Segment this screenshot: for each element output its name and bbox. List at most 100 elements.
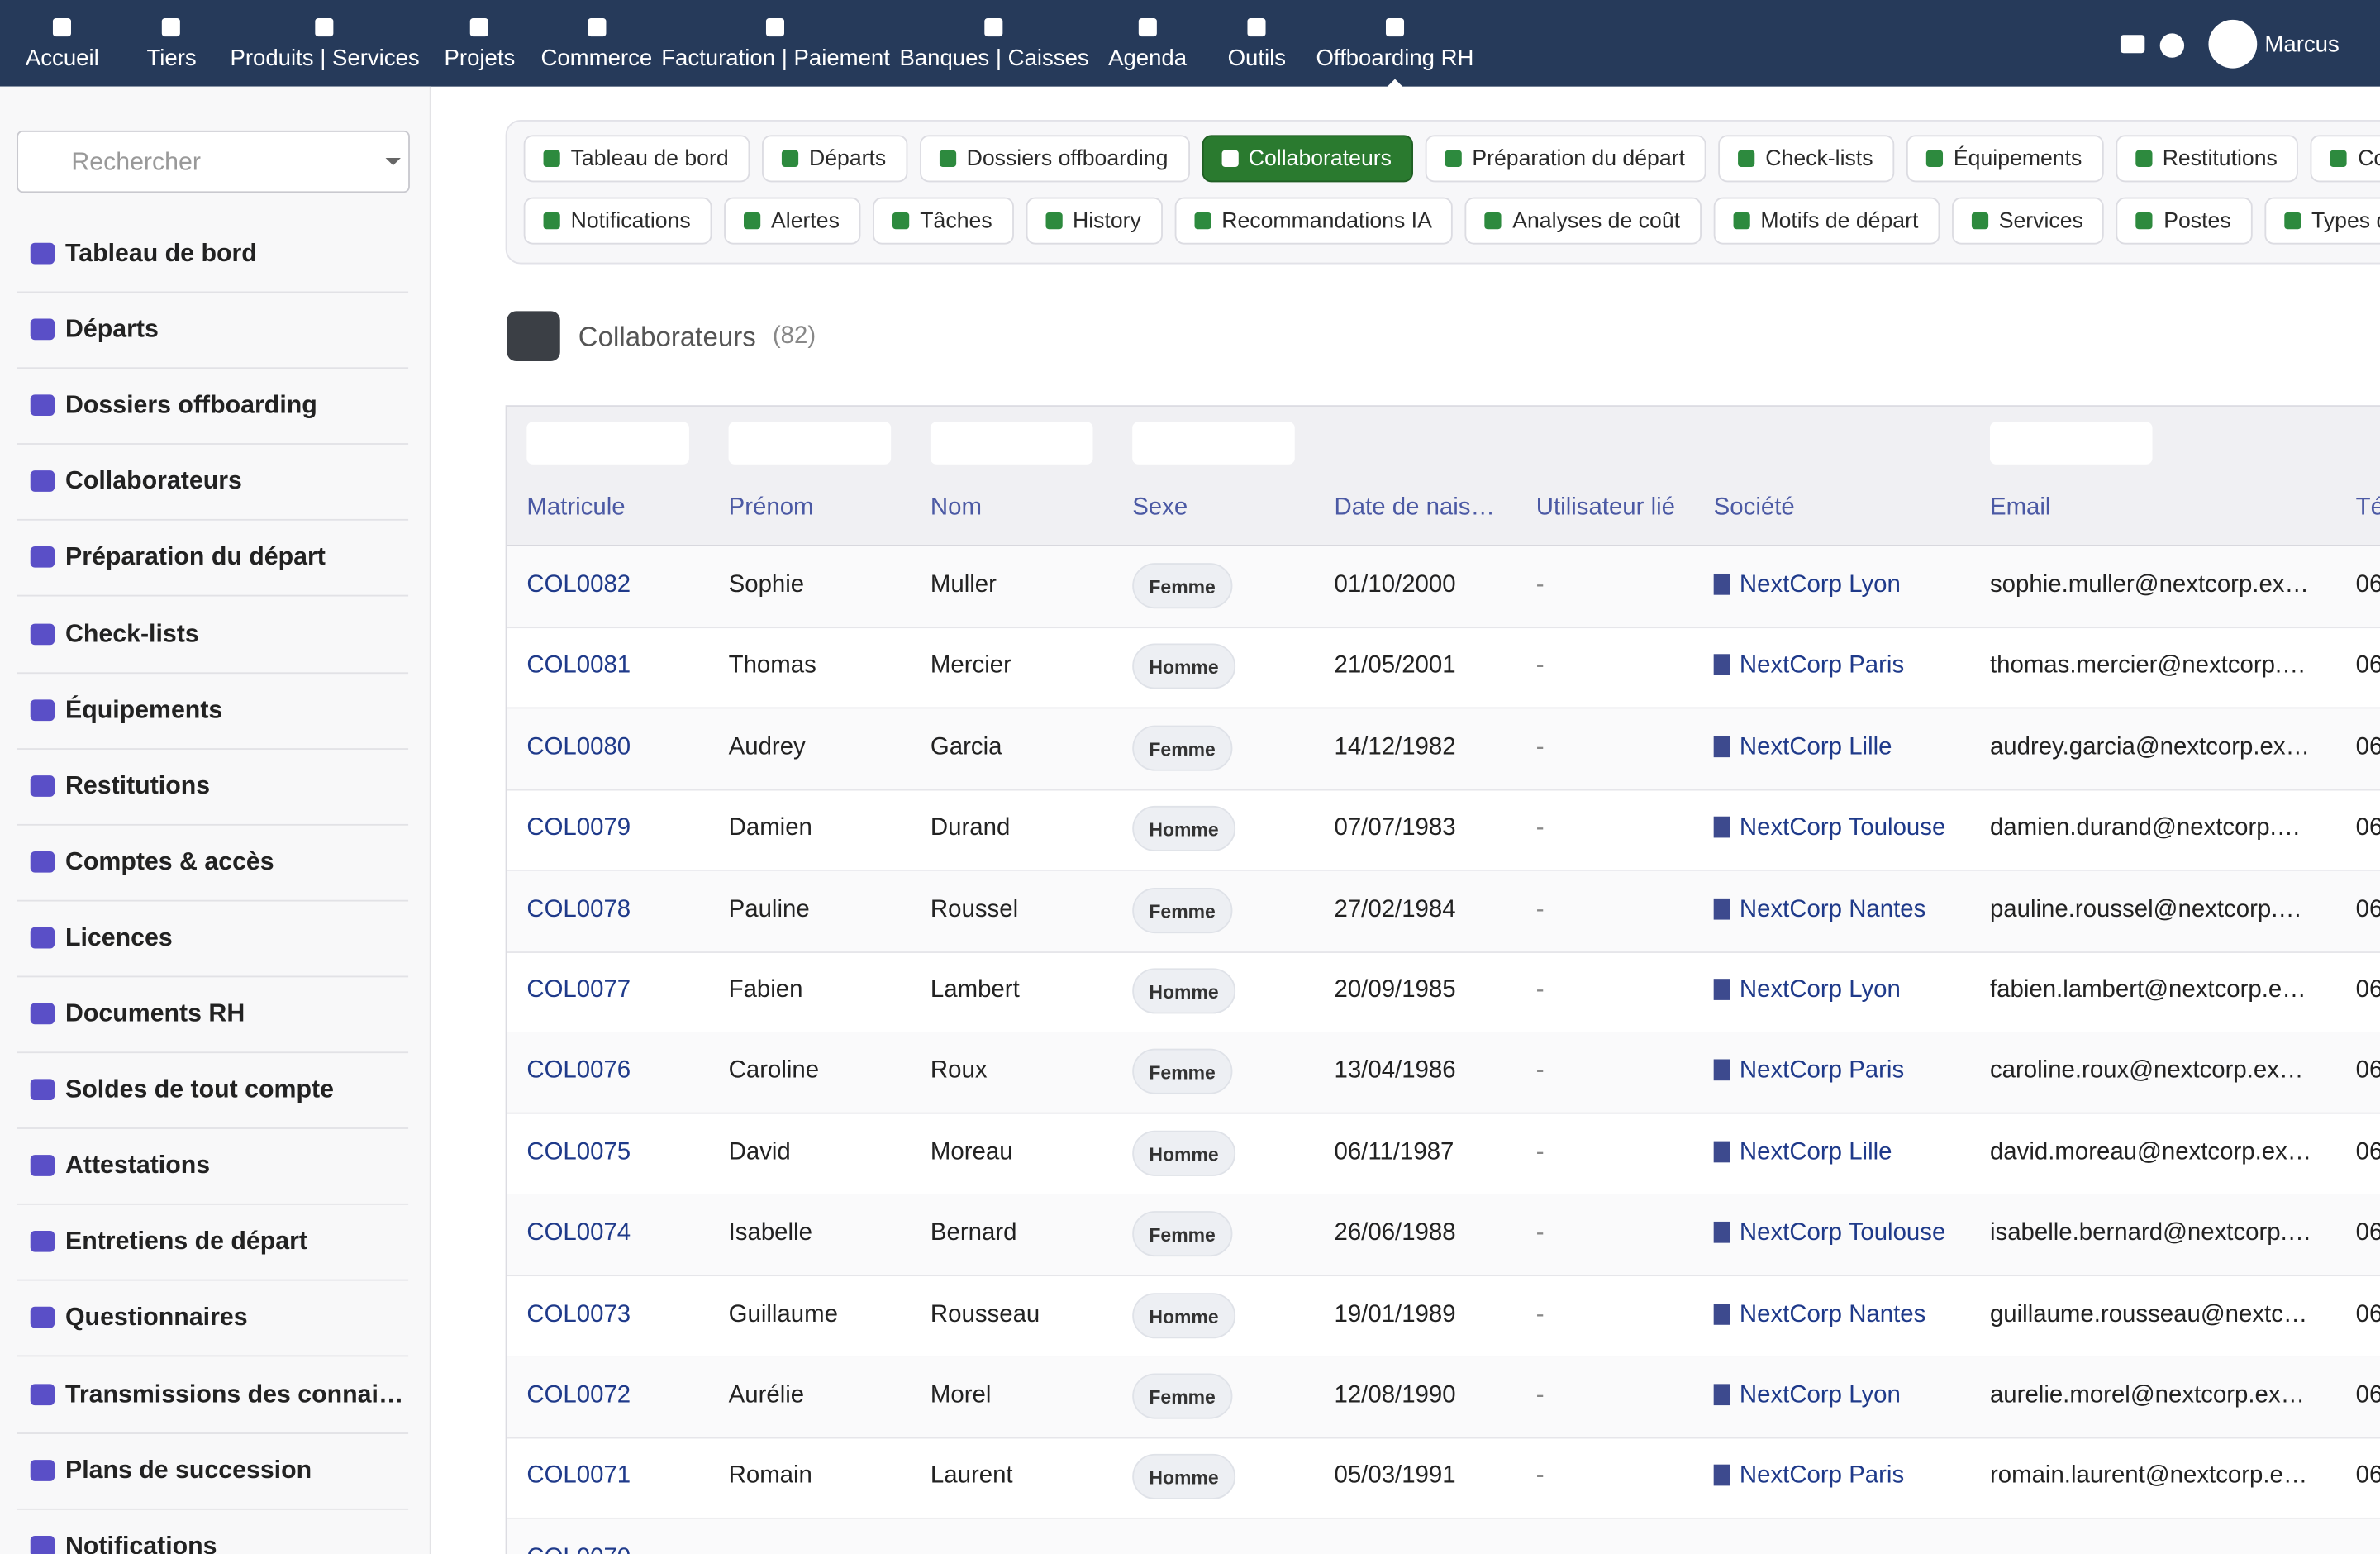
- column-header[interactable]: Sexe: [1132, 494, 1188, 521]
- column-header[interactable]: Matricule: [526, 494, 626, 521]
- matricule-link[interactable]: COL0072: [526, 1382, 631, 1409]
- table-cell: Durand: [930, 815, 1011, 841]
- column-header[interactable]: Email: [1989, 494, 2051, 521]
- matricule-link[interactable]: COL0073: [526, 1301, 631, 1328]
- toolbar-icons[interactable]: [2119, 31, 2188, 61]
- nav-item[interactable]: Offboarding RH: [1316, 0, 1473, 88]
- tab[interactable]: Dossiers offboarding: [919, 135, 1190, 183]
- sidebar-link[interactable]: Équipements: [17, 672, 409, 750]
- sidebar-link[interactable]: Transmissions des connai…: [17, 1356, 409, 1434]
- tab[interactable]: Tâches: [873, 197, 1014, 245]
- sidebar-link[interactable]: Préparation du départ: [17, 520, 409, 598]
- sidebar-icon: [30, 546, 55, 569]
- nav-item[interactable]: Outils: [1228, 0, 1286, 87]
- company-link[interactable]: NextCorp Lille: [1713, 1139, 1892, 1166]
- matricule-link[interactable]: COL0074: [526, 1220, 631, 1247]
- sidebar-link[interactable]: Questionnaires: [17, 1280, 409, 1358]
- tab[interactable]: Restitutions: [2115, 135, 2299, 183]
- column-filter[interactable]: [526, 422, 689, 465]
- company-link[interactable]: NextCorp Paris: [1713, 1058, 1904, 1085]
- sidebar-icon: [30, 394, 55, 417]
- tab[interactable]: Collaborateurs: [1201, 135, 1413, 183]
- sidebar-link[interactable]: Soldes de tout compte: [17, 1051, 409, 1130]
- table-cell: david.moreau@nextcorp.ex…: [1989, 1139, 2312, 1166]
- nav-item[interactable]: Projets: [445, 0, 515, 87]
- sidebar-link[interactable]: Documents RH: [17, 976, 409, 1054]
- tab[interactable]: Recommandations IA: [1174, 197, 1454, 245]
- sidebar-link[interactable]: Notifications: [17, 1508, 408, 1554]
- tab[interactable]: Services: [1951, 197, 2105, 245]
- company-name: NextCorp Nantes: [1739, 1301, 1926, 1328]
- tab[interactable]: Check-lists: [1718, 135, 1895, 183]
- sidebar-link[interactable]: Check-lists: [17, 596, 409, 674]
- tab[interactable]: Préparation du départ: [1425, 135, 1706, 183]
- column-header[interactable]: Société: [1713, 494, 1795, 521]
- tab-icon: [543, 150, 560, 167]
- sidebar-link[interactable]: Collaborateurs: [17, 444, 409, 522]
- company-link[interactable]: NextCorp Lyon: [1713, 977, 1901, 1004]
- sidebar-link[interactable]: Entretiens de départ: [17, 1204, 409, 1282]
- matricule-link[interactable]: COL0079: [526, 815, 631, 841]
- column-header[interactable]: Prénom: [728, 494, 814, 521]
- sidebar-link[interactable]: Départs: [17, 292, 409, 369]
- nav-item[interactable]: Agenda: [1108, 0, 1187, 87]
- company-link[interactable]: NextCorp Toulouse: [1713, 1220, 1945, 1247]
- sidebar-link[interactable]: Comptes & accès: [17, 824, 409, 902]
- tab[interactable]: Tableau de bord: [523, 135, 750, 183]
- matricule-link[interactable]: COL0070: [526, 1545, 631, 1554]
- search-box[interactable]: Rechercher: [17, 130, 410, 193]
- matricule-link[interactable]: COL0081: [526, 653, 631, 679]
- tab[interactable]: History: [1026, 197, 1163, 245]
- column-filter[interactable]: [930, 422, 1093, 465]
- company-link[interactable]: NextCorp Toulouse: [1713, 815, 1945, 842]
- tab[interactable]: Alertes: [724, 197, 861, 245]
- nav-item[interactable]: Accueil: [26, 0, 99, 87]
- nav-item[interactable]: Facturation | Paiement: [661, 0, 890, 87]
- sidebar-link[interactable]: Restitutions: [17, 748, 409, 826]
- tab[interactable]: Postes: [2116, 197, 2253, 245]
- company-link[interactable]: NextCorp Nantes: [1713, 1301, 1926, 1328]
- sidebar-link[interactable]: Dossiers offboarding: [17, 368, 409, 446]
- tab[interactable]: Analyses de coût: [1465, 197, 1702, 245]
- column-header[interactable]: Utilisateur lié: [1535, 494, 1676, 521]
- tab[interactable]: Motifs de départ: [1713, 197, 1940, 245]
- company-link[interactable]: NextCorp Lyon: [1713, 572, 1901, 599]
- sidebar-link[interactable]: Licences: [17, 900, 409, 978]
- column-header[interactable]: Date de nais…: [1334, 494, 1495, 521]
- column-filter[interactable]: [728, 422, 892, 465]
- tab[interactable]: Types d'éq: [2264, 197, 2380, 245]
- tab[interactable]: Notifications: [523, 197, 712, 245]
- nav-item[interactable]: Commerce: [540, 0, 652, 87]
- table-cell: caroline.roux@nextcorp.ex…: [1989, 1058, 2304, 1084]
- company-link[interactable]: NextCorp Paris: [1713, 653, 1904, 680]
- column-filter[interactable]: [1989, 422, 2153, 465]
- matricule-link[interactable]: COL0077: [526, 977, 631, 1003]
- tab-label: Tâches: [920, 208, 992, 233]
- column-header[interactable]: Té: [2355, 494, 2380, 521]
- avatar[interactable]: [2208, 19, 2258, 69]
- tab-label: History: [1073, 208, 1141, 233]
- matricule-link[interactable]: COL0076: [526, 1058, 631, 1084]
- column-header[interactable]: Nom: [930, 494, 982, 521]
- company-link[interactable]: NextCorp Paris: [1713, 1464, 1904, 1491]
- matricule-link[interactable]: COL0075: [526, 1139, 631, 1166]
- tab[interactable]: Équipements: [1906, 135, 2104, 183]
- sidebar-link[interactable]: Attestations: [17, 1127, 409, 1206]
- nav-item[interactable]: Produits | Services: [230, 0, 420, 87]
- matricule-link[interactable]: COL0082: [526, 572, 631, 598]
- tab[interactable]: Comp: [2311, 135, 2380, 183]
- nav-item[interactable]: Tiers: [146, 0, 197, 87]
- table-cell: Rousseau: [930, 1301, 1040, 1328]
- company-link[interactable]: NextCorp Lyon: [1713, 1383, 1901, 1410]
- user-name[interactable]: Marcus: [2264, 31, 2340, 58]
- matricule-link[interactable]: COL0080: [526, 734, 631, 760]
- company-link[interactable]: NextCorp Nantes: [1713, 896, 1925, 923]
- tab[interactable]: Départs: [762, 135, 907, 183]
- sidebar-link[interactable]: Plans de succession: [17, 1432, 409, 1510]
- matricule-link[interactable]: COL0071: [526, 1463, 631, 1490]
- company-link[interactable]: NextCorp Lille: [1713, 734, 1892, 761]
- sidebar-link[interactable]: Tableau de bord: [17, 216, 409, 293]
- nav-item[interactable]: Banques | Caisses: [899, 0, 1089, 87]
- matricule-link[interactable]: COL0078: [526, 896, 631, 922]
- column-filter[interactable]: [1132, 422, 1295, 465]
